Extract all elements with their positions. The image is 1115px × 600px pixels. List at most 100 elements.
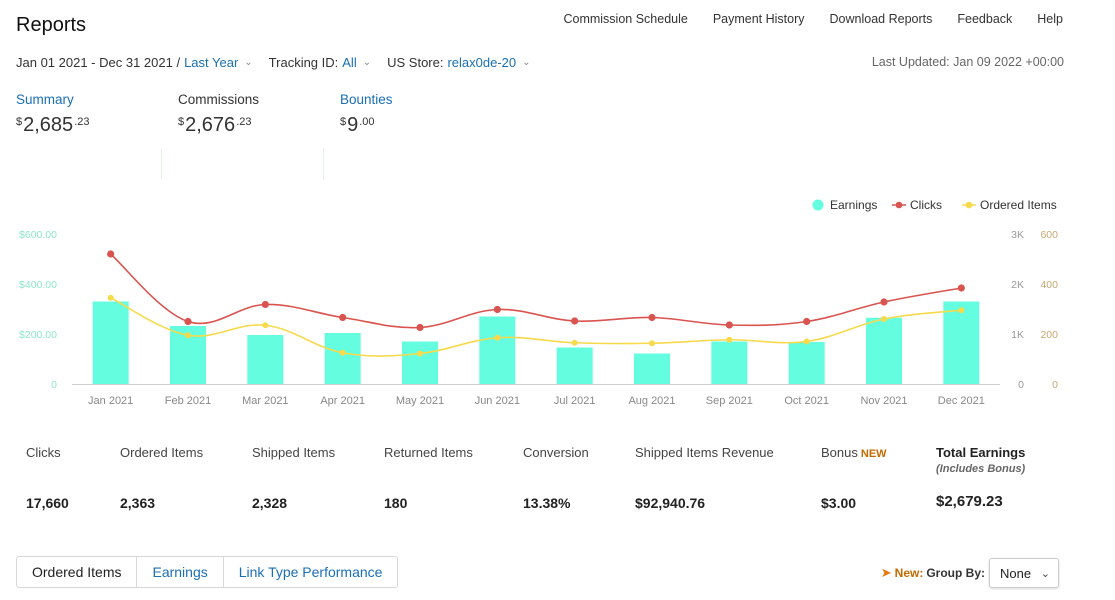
clicks-point	[880, 298, 888, 306]
ordered-items-point	[726, 336, 733, 343]
ordered-items-point	[417, 350, 423, 357]
earnings-bar	[788, 342, 825, 384]
earnings-bar	[634, 353, 670, 384]
ordered-items-point	[107, 294, 114, 301]
x-tick-label: Oct 2021	[784, 395, 829, 407]
divider	[323, 148, 324, 180]
chevron-down-icon[interactable]: ⌄	[362, 57, 372, 68]
y-left-tick: $600.00	[19, 229, 57, 241]
y-left-tick: $200.00	[19, 329, 57, 341]
x-tick-label: Jul 2021	[554, 395, 596, 407]
y-right-clicks-tick: 2K	[1011, 279, 1024, 291]
tab-earnings[interactable]: Earnings	[136, 557, 222, 587]
nav-help[interactable]: Help	[1037, 12, 1063, 26]
metrics-row: Clicks 17,660 Ordered Items 2,363 Shippe…	[0, 445, 1115, 515]
y-right-clicks-tick: 3K	[1011, 229, 1024, 241]
commissions-label: Commissions	[178, 92, 260, 107]
summary-card[interactable]: Summary $ 2,685 .23	[16, 92, 89, 137]
commissions-card[interactable]: Commissions $ 2,676 .23	[178, 92, 259, 137]
clicks-point	[957, 284, 965, 292]
metric-ordered-items: Ordered Items 2,363	[120, 445, 204, 511]
legend-swatch-earnings	[812, 199, 824, 211]
earnings-bar	[324, 333, 361, 384]
legend-label: Earnings	[830, 198, 877, 212]
summary-link[interactable]: Summary	[16, 92, 74, 107]
y-left-tick: $400.00	[19, 279, 57, 291]
metric-conversion: Conversion 13.38%	[523, 445, 589, 511]
earnings-bar	[247, 335, 284, 384]
clicks-point	[261, 300, 269, 309]
store-label: US Store:	[387, 55, 444, 70]
x-tick-label: Dec 2021	[938, 395, 985, 407]
bounties-amount: $ 9 .00	[340, 114, 375, 136]
nav-feedback[interactable]: Feedback	[957, 12, 1013, 26]
x-tick-label: Nov 2021	[860, 395, 907, 407]
earnings-bar	[943, 301, 980, 384]
nav-commission-schedule[interactable]: Commission Schedule	[563, 12, 688, 26]
x-tick-label: Mar 2021	[242, 395, 288, 407]
y-right-items-tick: 600	[1040, 229, 1058, 241]
earnings-bar	[866, 317, 902, 384]
clicks-point	[803, 317, 811, 326]
nav-download-reports[interactable]: Download Reports	[829, 12, 933, 26]
bounties-card[interactable]: Bounties $ 9 .00	[340, 92, 393, 137]
chevron-down-icon[interactable]: ⌄	[244, 57, 253, 68]
legend-swatch-marker	[895, 201, 903, 209]
nav-payment-history[interactable]: Payment History	[712, 12, 805, 26]
ordered-items-line	[110, 297, 962, 357]
clicks-point	[648, 313, 656, 322]
earnings-chart: Earnings Clicks Ordered Items 0 $200.00 $400…	[19, 198, 1058, 407]
clicks-point	[107, 250, 115, 258]
metric-total-earnings: Total Earnings (Includes Bonus) $2,679.2…	[936, 445, 1026, 510]
tracking-id-dropdown[interactable]: All	[342, 55, 357, 70]
x-tick-label: Apr 2021	[320, 395, 365, 407]
metric-clicks: Clicks 17,660	[26, 445, 69, 511]
ordered-items-point	[494, 334, 501, 341]
last-updated: Last Updated: Jan 09 2022 +00:00	[871, 55, 1064, 69]
ordered-items-point	[571, 339, 578, 346]
ordered-items-point	[803, 338, 810, 345]
chart-axes: 0 $200.00 $400.00 $600.00 0 1K 2K 3K 0 200 400 600	[19, 229, 1058, 391]
y-right-items-tick: 400	[1040, 279, 1058, 291]
ordered-items-point	[339, 349, 346, 356]
clicks-point	[339, 313, 347, 322]
rocket-icon: ➤	[880, 565, 892, 580]
store-dropdown[interactable]: relax0de-20	[447, 55, 517, 70]
chevron-down-icon[interactable]: ⌄	[522, 57, 531, 68]
page-title: Reports	[16, 14, 87, 36]
legend-label: Ordered Items	[980, 198, 1057, 212]
metric-bonus: Bonus NEW $3.00	[821, 445, 887, 511]
group-by-control: ➤ New: Group By: None ⌄	[881, 558, 1059, 588]
tab-link-type-performance[interactable]: Link Type Performance	[222, 557, 398, 587]
earnings-bar	[402, 341, 438, 384]
x-tick-label: May 2021	[396, 395, 444, 407]
tab-ordered-items[interactable]: Ordered Items	[32, 564, 122, 580]
new-badge: NEW	[860, 448, 887, 460]
chevron-down-icon: ⌄	[1040, 567, 1050, 580]
divider	[161, 148, 162, 180]
y-right-clicks-tick: 0	[1018, 379, 1024, 391]
chart-legend: Earnings Clicks Ordered Items	[812, 198, 1057, 212]
group-by-select[interactable]: None ⌄	[989, 558, 1059, 588]
x-tick-label: Jun 2021	[475, 395, 520, 407]
metric-shipped-revenue: Shipped Items Revenue $92,940.76	[635, 445, 774, 511]
ordered-items-point	[649, 340, 655, 347]
clicks-line	[110, 253, 962, 329]
x-tick-label: Jan 2021	[88, 395, 133, 407]
report-tabs: Ordered Items Earnings Link Type Perform…	[16, 556, 399, 588]
earnings-bar	[92, 301, 129, 384]
new-label: New:	[894, 566, 924, 580]
x-tick-label: Feb 2021	[165, 395, 211, 407]
clicks-point	[493, 305, 501, 314]
legend-label: Clicks	[910, 198, 942, 212]
x-axis-labels: Jan 2021 Feb 2021 Mar 2021 Apr 2021 May 2021…	[88, 395, 985, 407]
bounties-link[interactable]: Bounties	[340, 92, 393, 107]
summary-amount: $ 2,685 .23	[16, 114, 90, 136]
date-preset-dropdown[interactable]: Last Year	[184, 55, 239, 70]
earnings-bar	[556, 347, 593, 384]
metric-returned-items: Returned Items 180	[384, 445, 473, 511]
earnings-bars	[92, 301, 980, 384]
top-nav: Commission Schedule Payment History Down…	[538, 12, 1063, 26]
earnings-bar	[479, 316, 516, 384]
legend-swatch-marker	[965, 201, 973, 209]
